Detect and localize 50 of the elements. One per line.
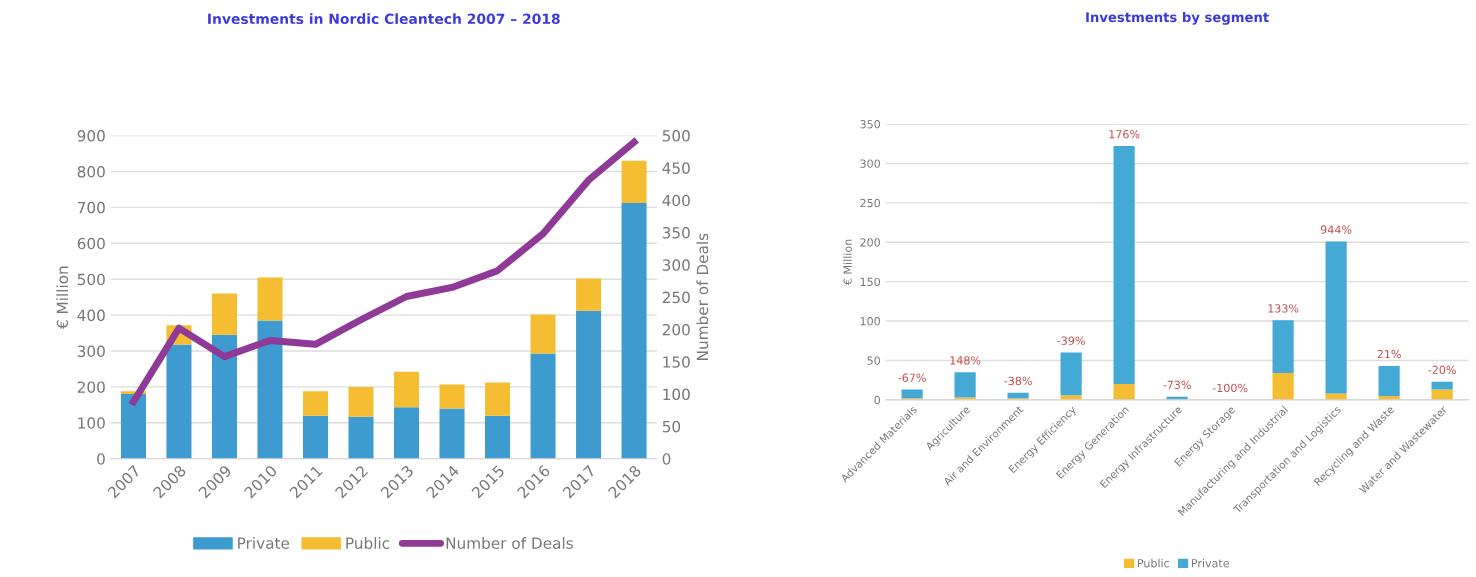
legend-label: Public bbox=[1137, 558, 1170, 568]
y-tick-label: 0 bbox=[874, 395, 880, 405]
y-tick-label: 400 bbox=[77, 309, 105, 322]
annotation: 148% bbox=[950, 356, 981, 365]
annotation: -20% bbox=[1428, 365, 1456, 375]
chart-title: Investments in Nordic Cleantech 2007 – 2018 bbox=[208, 13, 560, 25]
y2-tick-label: 150 bbox=[663, 356, 690, 368]
legend-label: Number of Deals bbox=[446, 537, 573, 549]
y-tick-label: 200 bbox=[860, 238, 880, 247]
y2-tick-label: 400 bbox=[662, 194, 690, 207]
legend-label: Public bbox=[346, 537, 390, 549]
legend-label: Private bbox=[1191, 558, 1229, 568]
y-tick-label: 50 bbox=[867, 356, 880, 365]
y2-axis-title: Number of Deals bbox=[696, 233, 709, 360]
y-tick-label: 100 bbox=[78, 417, 105, 429]
y-tick-label: 350 bbox=[860, 120, 880, 129]
y-tick-label: 150 bbox=[860, 277, 880, 287]
annotation: -100% bbox=[1212, 383, 1248, 393]
y-axis-title: € Million bbox=[843, 239, 852, 286]
chart-title: Investments by segment bbox=[1086, 11, 1269, 25]
y-tick-label: 500 bbox=[77, 273, 105, 286]
annotation: -73% bbox=[1163, 380, 1191, 389]
y-tick-label: 300 bbox=[77, 345, 105, 358]
annotation: -38% bbox=[1004, 376, 1032, 386]
y2-tick-label: 100 bbox=[663, 388, 690, 401]
y-tick-label: 600 bbox=[77, 237, 105, 250]
y2-tick-label: 350 bbox=[662, 227, 690, 239]
y2-tick-label: 450 bbox=[662, 162, 690, 174]
y-tick-label: 0 bbox=[97, 453, 105, 465]
y2-tick-label: 0 bbox=[662, 453, 671, 465]
y2-tick-label: 50 bbox=[662, 420, 681, 433]
y2-tick-label: 250 bbox=[662, 291, 690, 304]
annotation: 21% bbox=[1377, 349, 1401, 359]
y-tick-label: 700 bbox=[77, 201, 105, 214]
y-tick-label: 100 bbox=[860, 317, 880, 326]
legend-label: Private bbox=[238, 537, 290, 549]
y-tick-label: 200 bbox=[77, 381, 105, 393]
y2-tick-label: 500 bbox=[662, 130, 690, 142]
y-tick-label: 250 bbox=[860, 198, 880, 208]
y-axis-title: € Million bbox=[56, 266, 69, 330]
y2-tick-label: 200 bbox=[662, 323, 690, 336]
y2-tick-label: 300 bbox=[662, 259, 690, 271]
y-tick-label: 900 bbox=[77, 130, 105, 142]
annotation: 176% bbox=[1109, 130, 1140, 139]
annotation: -39% bbox=[1057, 336, 1085, 345]
y-tick-label: 800 bbox=[77, 165, 105, 178]
annotation: 133% bbox=[1268, 304, 1299, 313]
y-tick-label: 300 bbox=[860, 159, 880, 168]
annotation: 944% bbox=[1320, 225, 1352, 234]
annotation: -67% bbox=[898, 373, 926, 382]
